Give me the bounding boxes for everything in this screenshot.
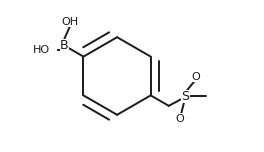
Text: B: B [60,39,68,52]
Text: O: O [175,114,184,124]
Text: OH: OH [62,17,79,27]
Text: HO: HO [33,45,50,55]
Text: O: O [192,72,200,82]
Text: S: S [182,90,190,103]
